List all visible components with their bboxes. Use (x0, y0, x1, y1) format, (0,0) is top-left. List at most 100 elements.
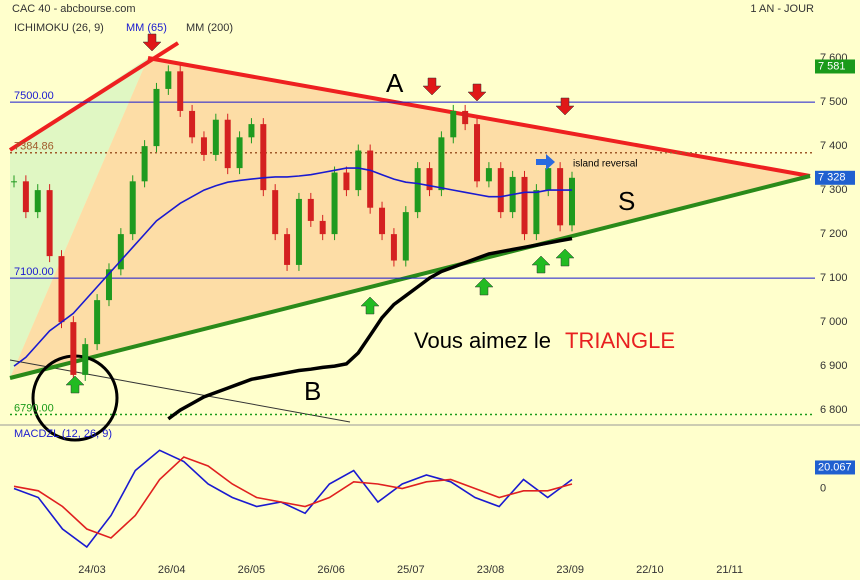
candle (569, 177, 575, 226)
candle (414, 168, 421, 213)
candle (165, 71, 172, 89)
candle (295, 198, 302, 265)
signal-arrow (142, 33, 162, 52)
x-tick-label: 25/07 (397, 564, 425, 576)
signal-arrow (467, 83, 487, 102)
price-badge (815, 59, 855, 74)
candle (11, 181, 17, 183)
legend-entry: ICHIMOKU (26, 9) (14, 22, 104, 34)
signal-arrow (555, 97, 575, 116)
candle (521, 176, 528, 235)
support-line (9, 174, 811, 380)
signal-arrow (531, 255, 551, 274)
y-tick-label: 0 (820, 482, 826, 494)
candle (34, 190, 41, 213)
candle (224, 119, 231, 169)
x-tick-label: 26/06 (317, 564, 345, 576)
candle (58, 256, 65, 323)
series-line (13, 449, 573, 549)
candle (82, 344, 89, 375)
legend-entry: MM (200) (186, 22, 233, 34)
candle (497, 168, 504, 213)
price-badge-label: 20.067 (818, 461, 852, 473)
candle (319, 220, 326, 235)
candle (22, 181, 29, 213)
signal-arrow (474, 277, 494, 296)
trend-line (9, 359, 351, 423)
annotation: TRIANGLE (565, 328, 675, 353)
candle (117, 234, 124, 270)
signal-arrow (536, 154, 555, 170)
annotation: A (386, 68, 404, 98)
y-tick-label: 6 800 (820, 404, 848, 416)
candle (284, 234, 291, 265)
annotation: island reversal (573, 159, 637, 170)
x-tick-label: 22/10 (636, 564, 664, 576)
y-tick-label: 7 100 (820, 272, 848, 284)
level-label: 6790.00 (14, 402, 54, 414)
candle (189, 110, 196, 138)
x-tick-label: 21/11 (716, 564, 743, 576)
price-badge (815, 170, 855, 185)
y-tick-label: 7 600 (820, 52, 848, 64)
signal-arrow (555, 248, 575, 267)
candle (343, 172, 350, 191)
chart-title: CAC 40 - abcbourse.com (12, 3, 136, 15)
candle (307, 198, 314, 221)
candle (46, 190, 53, 257)
signal-arrow (360, 296, 380, 315)
candle (248, 124, 255, 138)
candle (177, 71, 184, 111)
candle (450, 110, 457, 138)
candle (402, 212, 409, 261)
candle (379, 207, 386, 235)
candle (236, 137, 243, 169)
candle (70, 322, 77, 375)
candle (141, 146, 148, 182)
x-tick-label: 26/04 (158, 564, 186, 576)
legend-entry: MM (65) (126, 22, 167, 34)
annotation: B (304, 376, 321, 406)
candle (426, 168, 433, 191)
candle (272, 190, 279, 235)
candle (390, 234, 397, 261)
candle (260, 124, 267, 191)
resistance-line (147, 56, 811, 178)
candle (212, 119, 219, 155)
candle (200, 137, 207, 155)
period: 1 AN - JOUR (750, 3, 814, 15)
y-tick-label: 7 000 (820, 316, 848, 328)
level-label: 7500.00 (14, 90, 54, 102)
x-tick-label: 23/09 (556, 564, 584, 576)
y-tick-label: 7 300 (820, 184, 848, 196)
signal-arrow (65, 375, 85, 394)
panel-title: MACDZL (12, 26, 9) (14, 428, 112, 440)
candle (474, 124, 481, 182)
y-tick-label: 7 200 (820, 228, 848, 240)
y-tick-label: 6 900 (820, 360, 848, 372)
candle (545, 168, 552, 191)
series-line (13, 167, 572, 367)
candle (367, 150, 374, 208)
series-line (167, 236, 573, 421)
signal-arrow (422, 77, 442, 96)
triangle-fill (10, 58, 810, 378)
candle (94, 300, 101, 345)
x-tick-label: 23/08 (477, 564, 505, 576)
candle (438, 137, 445, 191)
candle (105, 269, 112, 301)
candle (533, 190, 540, 235)
annotation: Vous aimez le (414, 328, 551, 353)
candle (153, 88, 160, 147)
candle (485, 168, 492, 182)
x-tick-label: 26/05 (238, 564, 266, 576)
marks: 6 800 6 900 7 000 7 100 7 200 7 300 7 400 7 500… (10, 33, 855, 576)
annotation: S (618, 186, 635, 216)
series-line (13, 456, 573, 539)
candle (355, 150, 362, 191)
price-badge-label: 7 581 (818, 60, 846, 72)
price-badge-label: 7 328 (818, 172, 846, 184)
candle (331, 172, 338, 235)
y-tick-label: 7 500 (820, 96, 848, 108)
